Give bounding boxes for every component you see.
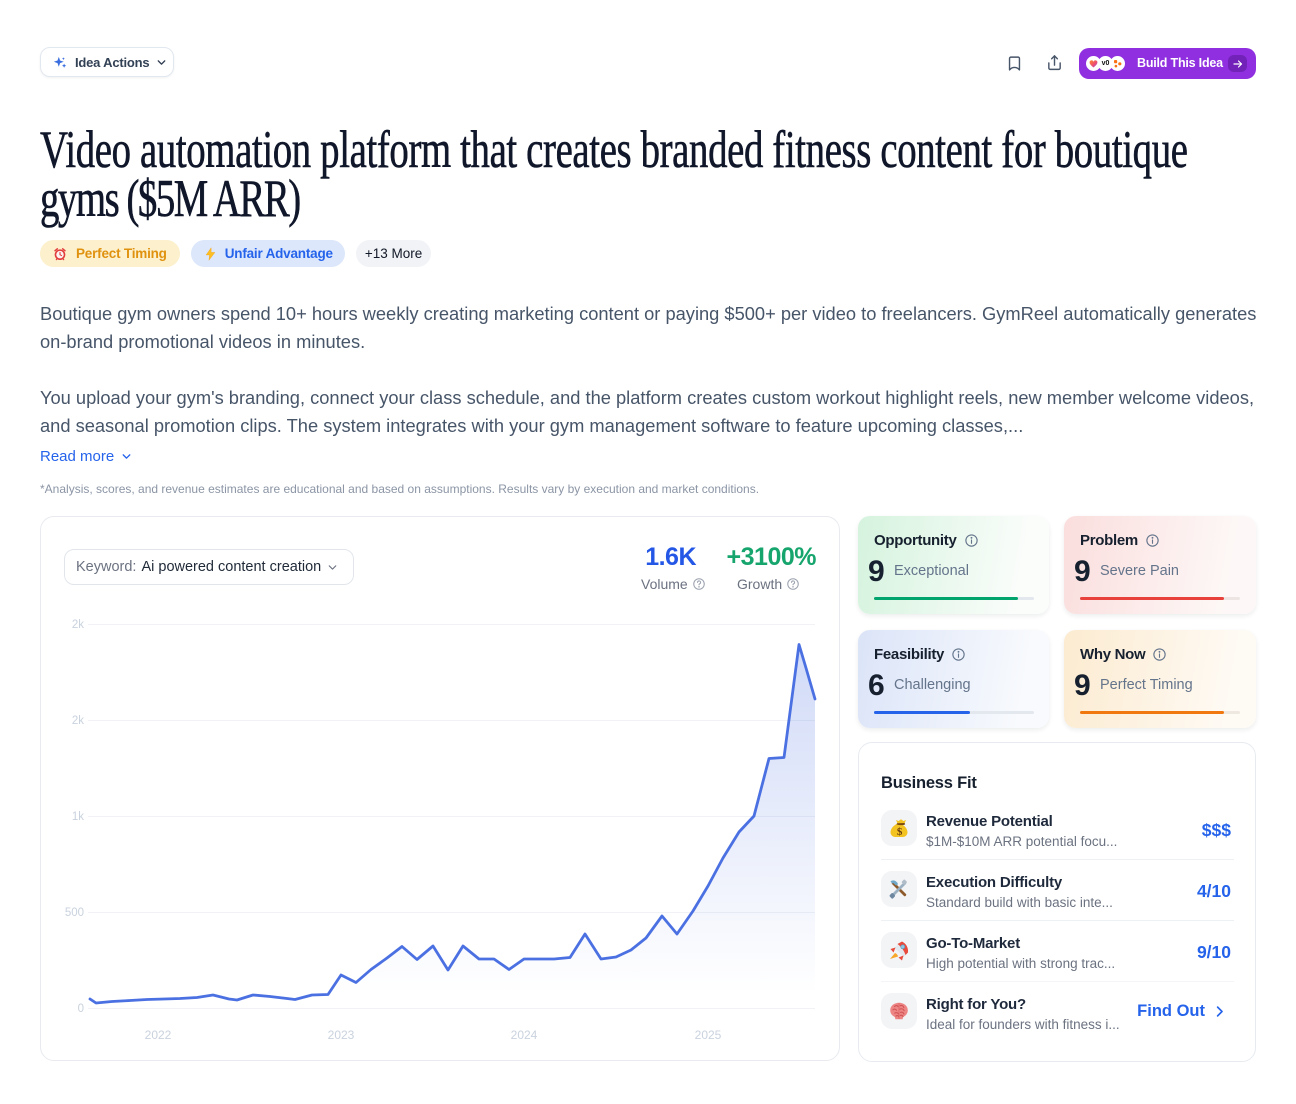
svg-text:1k: 1k (72, 811, 84, 823)
svg-text:2023: 2023 (328, 1028, 355, 1042)
svg-text:2k: 2k (72, 619, 84, 631)
svg-text:2022: 2022 (145, 1028, 172, 1042)
svg-text:0: 0 (78, 1003, 84, 1015)
svg-text:2024: 2024 (511, 1028, 538, 1042)
svg-text:500: 500 (65, 907, 84, 919)
svg-text:2025: 2025 (695, 1028, 722, 1042)
svg-text:$: $ (897, 826, 903, 838)
svg-text:2k: 2k (72, 715, 84, 727)
